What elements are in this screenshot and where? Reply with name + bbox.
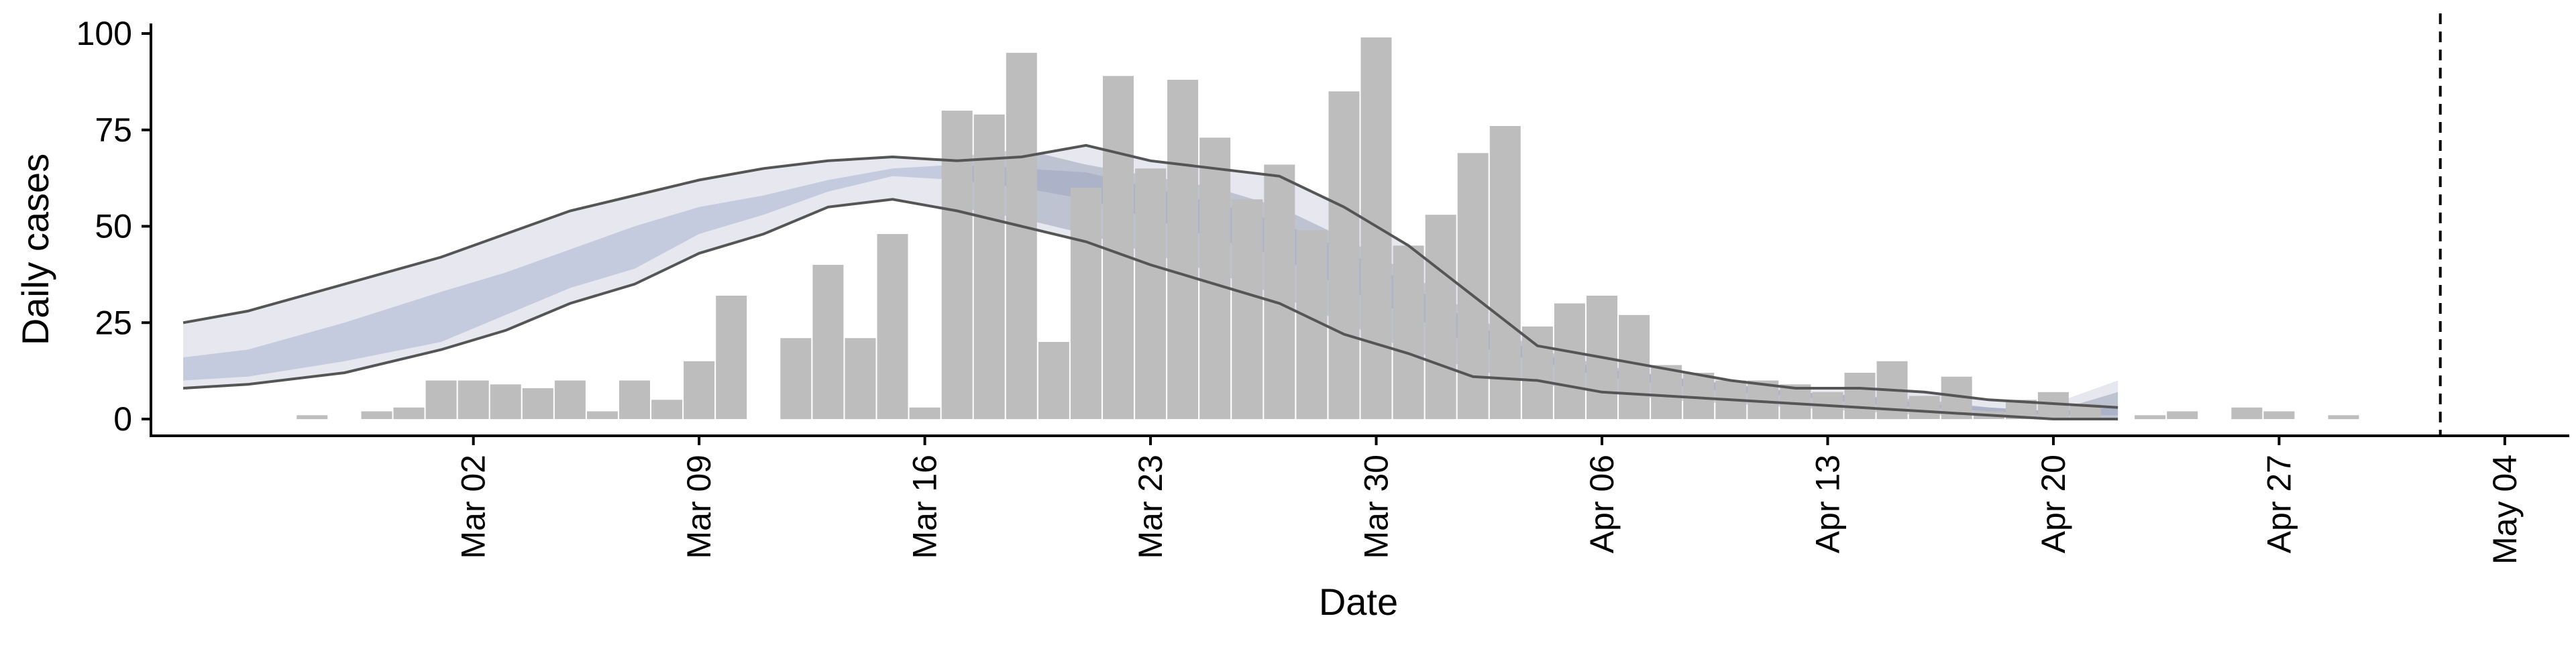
y-axis-title: Daily cases xyxy=(14,154,56,345)
bar-2020-03-21 xyxy=(1070,188,1102,419)
bar-2020-03-22 xyxy=(1103,76,1134,420)
interval-line-1 xyxy=(182,143,2118,409)
x-tick-label: Apr 13 xyxy=(1809,455,1847,553)
bar-2020-03-10 xyxy=(716,296,747,419)
bar-2020-03-25 xyxy=(1199,137,1231,420)
x-tick-label: Apr 20 xyxy=(2035,455,2072,553)
bar-2020-02-29 xyxy=(393,407,425,420)
bar-2020-03-20 xyxy=(1038,342,1069,419)
bar-2020-04-29 xyxy=(2328,415,2359,420)
bar-2020-03-27 xyxy=(1264,164,1295,419)
bar-2020-03-06 xyxy=(586,411,618,419)
bar-2020-04-16 xyxy=(1909,396,1940,419)
y-tick-label: 25 xyxy=(95,304,132,341)
bar-2020-04-27 xyxy=(2263,411,2295,419)
bar-2020-04-24 xyxy=(2167,411,2198,419)
bar-2020-03-26 xyxy=(1232,199,1263,420)
bar-2020-03-30 xyxy=(1360,37,1392,420)
bar-2020-04-26 xyxy=(2231,407,2263,420)
x-axis-title: Date xyxy=(1319,581,1398,623)
bar-2020-03-24 xyxy=(1167,80,1199,419)
bar-2020-03-12 xyxy=(780,338,812,420)
bar-2020-03-09 xyxy=(684,361,715,420)
bar-2020-04-03 xyxy=(1489,126,1521,419)
bar-2020-03-29 xyxy=(1328,91,1360,420)
bar-2020-03-01 xyxy=(425,380,457,419)
x-tick-label: Mar 30 xyxy=(1358,455,1395,559)
bar-2020-04-14 xyxy=(1844,373,1876,419)
x-tick-label: Mar 16 xyxy=(906,455,944,559)
interval-line-2 xyxy=(182,198,2118,420)
y-tick-label: 50 xyxy=(95,208,132,245)
x-tick-label: May 04 xyxy=(2486,455,2524,565)
bar-2020-03-02 xyxy=(458,380,489,419)
bar-2020-04-08 xyxy=(1651,365,1682,419)
bar-2020-03-03 xyxy=(490,384,521,420)
bar-2020-02-28 xyxy=(361,411,392,419)
bar-2020-03-15 xyxy=(877,234,908,419)
bar-2020-03-17 xyxy=(941,111,973,419)
bar-2020-03-13 xyxy=(812,265,844,419)
x-tick-label: Apr 27 xyxy=(2260,455,2298,553)
bar-2020-02-26 xyxy=(297,415,328,420)
bar-2020-03-14 xyxy=(845,338,876,420)
bar-2020-03-18 xyxy=(973,114,1005,420)
x-tick-label: Mar 09 xyxy=(680,455,718,559)
x-tick-label: Mar 23 xyxy=(1132,455,1169,559)
bar-2020-03-04 xyxy=(522,388,553,419)
bar-2020-04-04 xyxy=(1521,327,1553,419)
uncertainty-band-2 xyxy=(183,164,2118,416)
bar-2020-03-31 xyxy=(1393,245,1424,420)
x-tick-label: Mar 02 xyxy=(455,455,492,559)
bar-2020-04-20 xyxy=(2037,392,2069,420)
y-tick-label: 75 xyxy=(95,111,132,149)
bar-2020-03-23 xyxy=(1135,168,1167,420)
bar-2020-03-07 xyxy=(619,380,650,419)
y-tick-label: 0 xyxy=(113,400,132,438)
y-tick-label: 100 xyxy=(76,15,132,52)
bar-2020-03-16 xyxy=(909,407,941,420)
bar-2020-04-05 xyxy=(1554,303,1585,419)
x-tick-label: Apr 06 xyxy=(1583,455,1621,553)
bar-2020-03-05 xyxy=(554,380,586,419)
bar-2020-04-21 xyxy=(2070,404,2101,419)
bar-2020-04-01 xyxy=(1425,215,1456,420)
bar-2020-03-08 xyxy=(651,400,683,420)
bar-2020-04-07 xyxy=(1619,314,1650,420)
bar-2020-03-19 xyxy=(1006,52,1037,420)
uncertainty-band-1 xyxy=(183,145,2118,420)
bar-2020-04-23 xyxy=(2135,415,2166,420)
